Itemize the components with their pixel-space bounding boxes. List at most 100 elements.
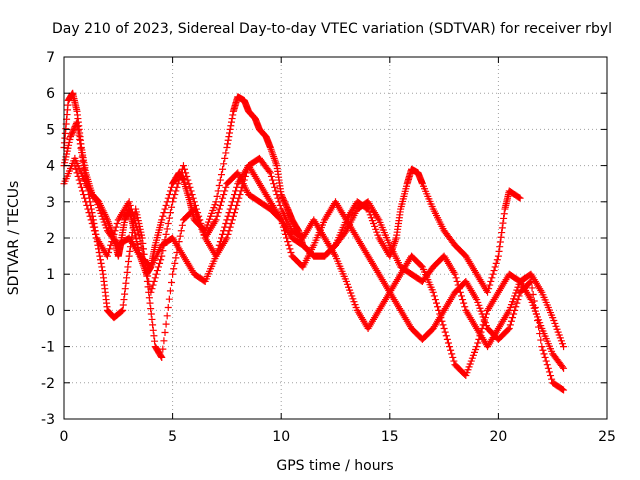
data-point-interp <box>215 205 223 213</box>
data-point-interp <box>274 194 282 202</box>
data-point-interp <box>447 346 455 354</box>
x-tick-label: 15 <box>381 429 399 445</box>
data-point-interp <box>529 290 537 298</box>
data-point-interp <box>526 279 534 287</box>
data-point-interp <box>224 140 232 148</box>
data-point-interp <box>160 241 168 249</box>
chart-title: Day 210 of 2023, Sidereal Day-to-day VTE… <box>52 21 612 37</box>
data-point-interp <box>547 372 555 380</box>
data-point-interp <box>443 335 451 343</box>
data-point-interp <box>74 172 82 180</box>
data-point-interp <box>222 220 230 228</box>
data-point-interp <box>164 220 172 228</box>
data-point-interp <box>221 223 229 231</box>
data-point-interp <box>216 238 224 246</box>
data-point-interp <box>220 160 228 168</box>
data-point-interp <box>165 214 173 222</box>
data-point-interp <box>173 183 181 191</box>
data-point-interp <box>147 305 155 313</box>
data-point-interp <box>153 267 161 275</box>
data-point-interp <box>160 337 168 345</box>
data-point-interp <box>112 223 120 231</box>
data-point-interp <box>90 227 98 235</box>
data-point-interp <box>121 285 129 293</box>
data-point-interp <box>184 176 192 184</box>
series-track-1 <box>60 89 524 296</box>
y-axis-label: SDTVAR / TECUs <box>6 181 22 296</box>
data-point-interp <box>96 256 104 264</box>
data-point-interp <box>285 241 293 249</box>
data-point-interp <box>123 274 131 282</box>
data-point-interp <box>457 292 465 300</box>
data-point-interp <box>273 191 281 199</box>
data-point-interp <box>110 230 118 238</box>
data-point <box>440 325 448 332</box>
x-tick-label: 5 <box>168 429 177 445</box>
data-point-interp <box>77 144 85 152</box>
data-point-interp <box>544 364 552 372</box>
data-point-interp <box>454 281 462 289</box>
data-point-interp <box>497 233 505 241</box>
data-point-interp <box>141 261 149 269</box>
data-point-interp <box>495 247 503 255</box>
data-point-interp <box>176 172 184 180</box>
data-point-interp <box>219 230 227 238</box>
data-point <box>179 162 187 170</box>
data-point-interp <box>78 149 86 157</box>
data-point-interp <box>459 296 467 304</box>
data-point-interp <box>195 212 203 220</box>
data-point-interp <box>178 221 186 229</box>
data-point-interp <box>214 209 222 217</box>
data-point-interp <box>231 191 239 199</box>
data-point-interp <box>151 337 159 345</box>
data-point-interp <box>183 172 191 180</box>
data-point-interp <box>88 220 96 228</box>
data-point-interp <box>146 299 154 307</box>
data-point <box>212 216 220 224</box>
data-point-interp <box>85 209 93 217</box>
data-point-interp <box>217 234 225 242</box>
data-point-interp <box>108 238 116 246</box>
data-point-interp <box>109 234 117 242</box>
data-point <box>212 252 220 260</box>
data-point-interp <box>531 304 539 312</box>
data-point-interp <box>122 279 130 287</box>
data-point-interp <box>174 180 182 188</box>
data-point <box>103 252 111 260</box>
data-point <box>516 194 524 202</box>
data-point-interp <box>72 165 80 173</box>
data-point-interp <box>225 209 233 217</box>
data-point-interp <box>219 194 227 202</box>
data-point-interp <box>431 296 439 304</box>
data-point-interp <box>74 123 82 131</box>
axis-ticks: 0 5 10 15 20 25 -3 -2 -1 0 1 2 3 4 5 6 7 <box>41 50 616 445</box>
y-tick-label: 5 <box>46 122 55 138</box>
data-point-interp <box>134 227 142 235</box>
data-point-interp <box>276 201 284 209</box>
data-point <box>538 343 546 351</box>
data-point-interp <box>491 263 499 271</box>
data-point-interp <box>539 346 547 354</box>
data-point-interp <box>512 303 520 311</box>
data-point-interp <box>168 279 176 287</box>
data-point-interp <box>185 180 193 188</box>
data-point-interp <box>87 216 95 224</box>
data-point-interp <box>129 224 137 232</box>
data-point <box>560 364 568 372</box>
data-point-interp <box>558 363 566 371</box>
data-point-interp <box>133 223 141 231</box>
data-point-interp <box>188 191 196 199</box>
data-point-interp <box>220 191 228 199</box>
data-point-interp <box>215 241 223 249</box>
data-point-interp <box>507 317 515 325</box>
data-point-interp <box>196 216 204 224</box>
data-point-interp <box>76 136 84 144</box>
data-point-interp <box>224 212 232 220</box>
y-tick-label: -3 <box>41 412 55 428</box>
data-point <box>473 343 481 351</box>
data-point-interp <box>106 245 114 253</box>
data-point <box>505 325 513 332</box>
data-point <box>223 144 231 151</box>
data-point-interp <box>341 228 349 236</box>
data-point-interp <box>149 281 157 289</box>
